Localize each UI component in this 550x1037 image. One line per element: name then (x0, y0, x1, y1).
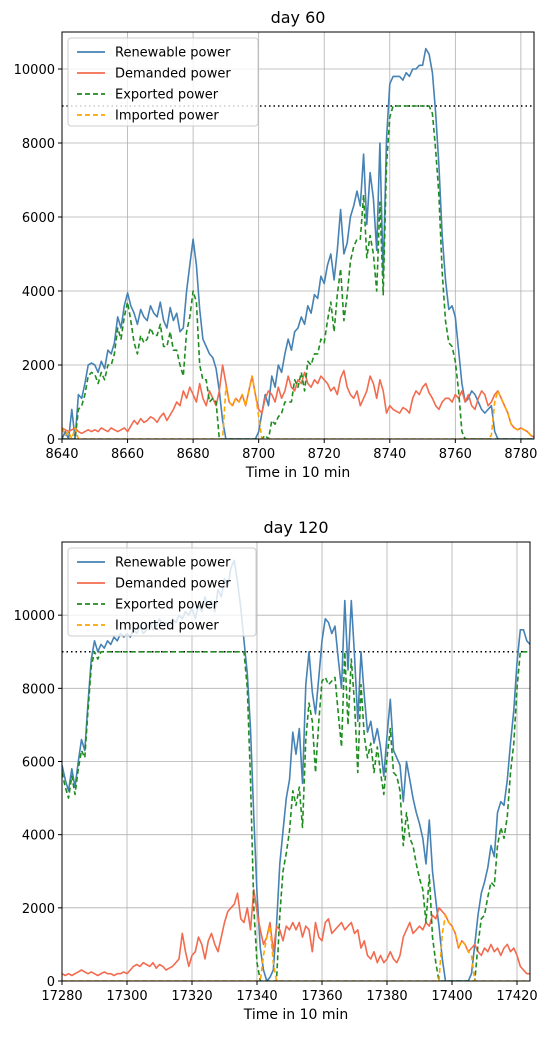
y-tick-label: 8000 (22, 682, 55, 697)
chart-title: day 60 (271, 8, 326, 27)
chart-1: day 60 8640 8660 8680 8700 8720 8740 8760 8780 0 2… (14, 8, 538, 481)
x-tick-label: 8660 (111, 447, 144, 462)
x-tick-label: 8680 (177, 447, 210, 462)
y-tick-label: 0 (47, 433, 55, 448)
x-tick-label: 17360 (301, 989, 342, 1004)
legend-label: Imported power (115, 619, 219, 634)
series-line-exported-power (62, 651, 530, 981)
x-tick-label: 17380 (366, 989, 407, 1004)
x-tick-label: 8780 (504, 447, 537, 462)
legend-label: Exported power (115, 88, 219, 103)
chart-2: day 120 17280 17300 17320 17340 17360 17380 174… (14, 518, 538, 1023)
x-tick-label: 17340 (236, 989, 277, 1004)
legend-label: Demanded power (115, 577, 231, 592)
series-line-renewable-power (62, 47, 534, 439)
y-tick-label: 4000 (22, 285, 55, 300)
series-line-imported-power (62, 375, 534, 439)
chart-title: day 120 (263, 518, 328, 537)
x-tick-label: 17420 (496, 989, 537, 1004)
series-line-imported-power (62, 914, 530, 981)
y-tick-label: 0 (47, 975, 55, 990)
legend-label: Exported power (115, 598, 219, 613)
series-line-demanded-power (62, 888, 530, 977)
x-tick-label: 8640 (45, 447, 78, 462)
y-tick-label: 2000 (22, 902, 55, 917)
legend-label: Imported power (115, 109, 219, 124)
x-tick-label: 17400 (431, 989, 472, 1004)
legend-box (67, 547, 257, 637)
y-tick-label: 2000 (22, 359, 55, 374)
x-tick-label: 8760 (439, 447, 472, 462)
x-tick-label: 17320 (171, 989, 212, 1004)
series-line-exported-power (62, 105, 534, 439)
y-tick-label: 10000 (14, 63, 55, 78)
x-tick-label: 17300 (106, 989, 147, 1004)
legend-label: Demanded power (115, 67, 231, 82)
x-axis-label: Time in 10 min (245, 465, 351, 481)
legend: Renewable power Demanded power Exported po… (67, 547, 257, 637)
y-tick-label: 6000 (22, 756, 55, 771)
axes-frame (61, 31, 535, 440)
x-axis-label: Time in 10 min (243, 1007, 349, 1023)
y-tick-label: 8000 (22, 137, 55, 152)
y-tick-label: 6000 (22, 211, 55, 226)
y-tick-label: 10000 (14, 609, 55, 624)
x-tick-label: 8720 (308, 447, 341, 462)
series-line-demanded-power (62, 364, 534, 438)
x-tick-label: 17280 (41, 989, 82, 1004)
legend-label: Renewable power (115, 556, 231, 571)
legend-box (67, 37, 259, 127)
legend: Renewable power Demanded power Exported po… (67, 37, 259, 127)
x-tick-label: 8740 (373, 447, 406, 462)
x-tick-label: 8700 (242, 447, 275, 462)
legend-label: Renewable power (115, 46, 231, 61)
plot-area (62, 47, 534, 439)
y-tick-label: 4000 (22, 829, 55, 844)
